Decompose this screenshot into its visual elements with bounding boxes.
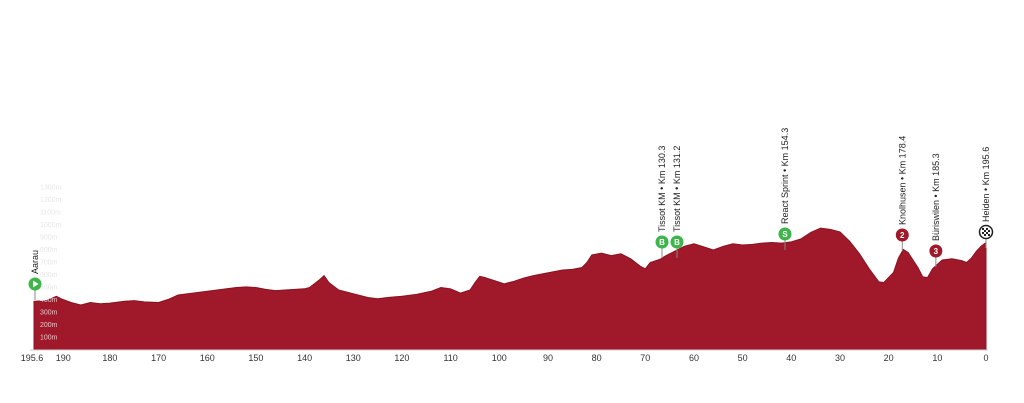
route-marker[interactable]: Tissot KM • Km 130.3 B (655, 146, 669, 258)
x-tick-label: 70 (640, 353, 650, 363)
y-tick-label: 300m (40, 310, 58, 317)
route-marker[interactable]: Tissot KM • Km 131.2 B (670, 146, 684, 258)
y-axis: 100m 200m 300m 400m 500m 600m 700m 800m 900m 1000… (40, 185, 62, 342)
y-tick-label: 100m (40, 335, 58, 342)
marker-badge-text: 3 (934, 247, 939, 256)
route-marker[interactable]: Büriswilen • Km 185.3 3 (929, 153, 943, 267)
marker-badge-text: 2 (900, 231, 905, 240)
x-tick-label: 20 (884, 353, 894, 363)
marker-label: Knolhusen • Km 178.4 (897, 136, 907, 225)
y-tick-label: 1300m (40, 185, 62, 192)
marker-badge-text: S (782, 230, 788, 239)
marker-label: Tissot KM • Km 130.3 (657, 146, 667, 232)
y-tick-label: 800m (40, 247, 58, 254)
x-tick-label: 180 (102, 353, 117, 363)
marker-label: Heiden • Km 195.6 (981, 147, 991, 222)
marker-badge (670, 235, 684, 249)
elevation-area (33, 227, 987, 351)
x-tick-label: 10 (932, 353, 942, 363)
x-tick-label: 80 (592, 353, 602, 363)
plot-area (30, 227, 988, 351)
y-tick-label: 700m (40, 260, 58, 267)
marker-badge (655, 235, 669, 249)
x-tick-label: 150 (248, 353, 263, 363)
x-tick-label: 90 (543, 353, 553, 363)
marker-label: Tissot KM • Km 131.2 (672, 146, 682, 232)
y-tick-label: 600m (40, 272, 58, 279)
x-tick-label: 30 (835, 353, 845, 363)
y-tick-label: 400m (40, 297, 58, 304)
route-marker[interactable]: Knolhusen • Km 178.4 2 (895, 136, 909, 251)
y-tick-label: 1000m (40, 222, 62, 229)
route-marker[interactable]: React Sprint • Km 154.3 S (778, 128, 792, 250)
x-tick-label: 60 (689, 353, 699, 363)
x-tick-label: 140 (297, 353, 312, 363)
x-tick-label: 0 (983, 353, 988, 363)
x-tick-label: 190 (56, 353, 71, 363)
x-tick-label: 130 (346, 353, 361, 363)
marker-badge (778, 227, 792, 241)
marker-badge-text: B (674, 238, 680, 247)
marker-badge-text: B (659, 238, 665, 247)
route-marker[interactable]: Heiden • Km 195.6 (978, 147, 994, 248)
x-tick-label: 170 (151, 353, 166, 363)
marker-label: Aarau (30, 250, 40, 274)
x-tick-label: 110 (443, 353, 457, 363)
y-tick-label: 900m (40, 235, 58, 242)
marker-badge (929, 244, 943, 258)
marker-label: React Sprint • Km 154.3 (780, 128, 790, 224)
play-icon (33, 280, 39, 288)
x-tick-label: 120 (394, 353, 409, 363)
route-marker[interactable]: Aarau (28, 250, 42, 300)
marker-badge (895, 228, 909, 242)
x-tick-label: 40 (786, 353, 796, 363)
x-tick-label: 195.6 (21, 353, 44, 363)
y-tick-label: 500m (40, 285, 58, 292)
finish-flag-icon (978, 224, 994, 240)
x-axis: 195.6 190 180 170 160 150 140 130 120 110 100 90 80 7… (21, 353, 989, 363)
y-tick-label: 1100m (40, 210, 61, 217)
x-tick-label: 100 (492, 353, 507, 363)
y-tick-label: 200m (40, 322, 58, 329)
marker-label: Büriswilen • Km 185.3 (931, 153, 941, 241)
x-tick-label: 50 (738, 353, 748, 363)
y-tick-label: 1200m (40, 197, 62, 204)
x-tick-label: 160 (200, 353, 215, 363)
